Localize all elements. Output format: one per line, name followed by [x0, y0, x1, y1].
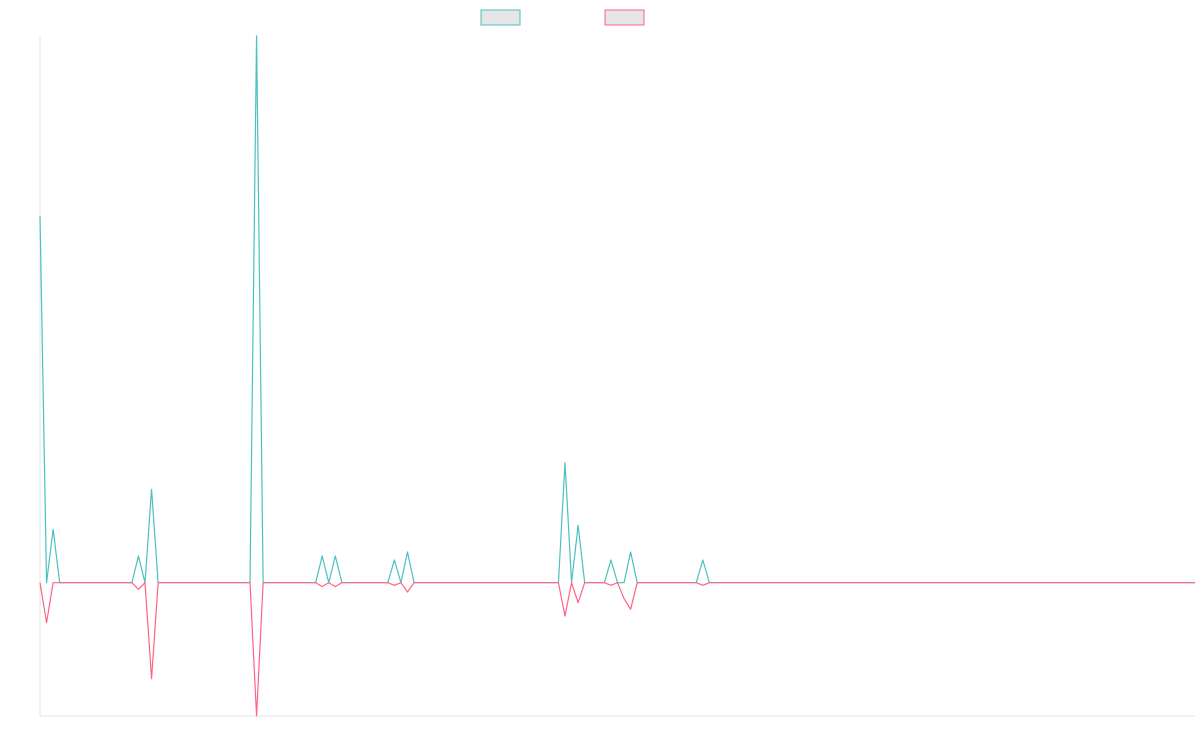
legend [480, 9, 645, 26]
legend-swatch-2 [604, 9, 645, 26]
series-line-1 [39, 35, 1195, 584]
series-line-2 [39, 582, 1195, 717]
legend-swatch-1 [480, 9, 521, 26]
axes [39, 36, 1195, 717]
series-layer [39, 35, 1195, 717]
